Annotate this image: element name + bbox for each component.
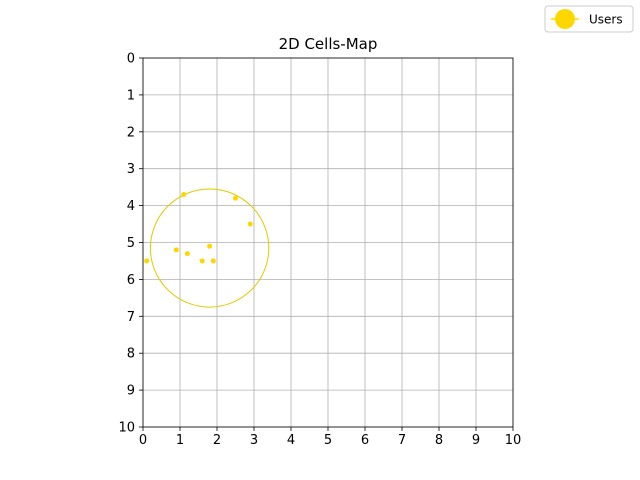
y-tick-label: 8 [127,347,135,362]
x-tick-label: 4 [287,433,295,448]
user-point [210,258,216,264]
x-tick-label: 7 [398,433,406,448]
user-point [247,221,253,227]
y-tick-label: 1 [127,88,135,103]
user-point [173,247,179,253]
y-tick-label: 2 [127,125,135,140]
x-tick-label: 0 [139,433,147,448]
x-tick-label: 2 [213,433,221,448]
user-point [199,258,205,264]
y-tick-label: 6 [127,273,135,288]
legend-marker [555,9,575,29]
legend: Users [544,5,634,33]
legend-label: Users [589,13,623,27]
y-tick-label: 3 [127,162,135,177]
y-tick-label: 0 [127,52,135,67]
y-tick-label: 10 [118,421,135,436]
user-point [184,251,190,257]
ticks: 0 1 2 3 4 5 6 7 8 9 10 0 1 2 3 4 5 6 7 8 9 10 [118,52,521,449]
y-tick-label: 5 [127,236,135,251]
x-tick-label: 9 [472,433,480,448]
user-point [181,192,187,198]
coverage-circle [149,188,270,308]
data-points [144,192,253,264]
grid [142,57,514,428]
x-tick-label: 3 [250,433,258,448]
y-tick-label: 7 [127,310,135,325]
x-tick-label: 8 [435,433,443,448]
chart-title: 2D Cells-Map [279,35,378,53]
user-point [233,195,238,201]
x-tick-label: 5 [324,433,332,448]
x-tick-label: 1 [176,433,184,448]
x-tick-label: 6 [361,433,369,448]
user-point [207,243,213,249]
coverage-circles [149,188,270,308]
y-tick-label: 4 [127,199,135,214]
x-tick-label: 10 [505,433,522,448]
y-tick-label: 9 [127,384,135,399]
user-point [144,258,150,264]
